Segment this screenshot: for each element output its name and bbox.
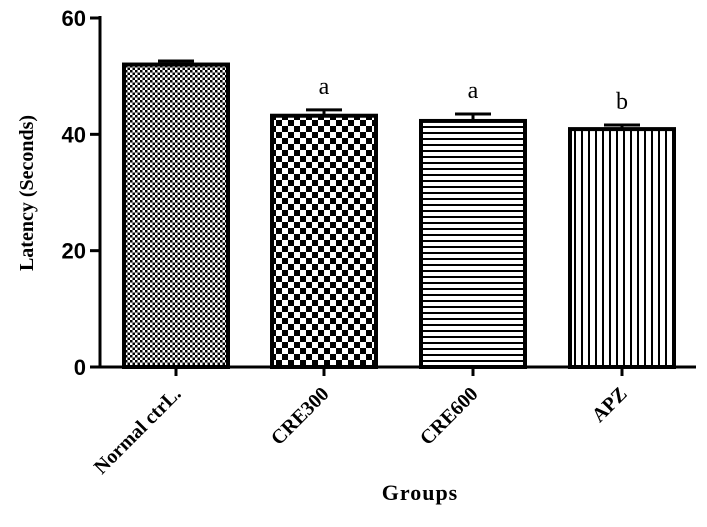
y-tick-label: 0 <box>74 355 86 380</box>
y-axis-title: Latency (Seconds) <box>16 115 38 271</box>
y-tick-label: 40 <box>62 122 86 147</box>
significance-label: b <box>616 89 628 115</box>
x-tick-label: Normal ctrL. <box>90 383 186 479</box>
bar-3 <box>419 118 527 369</box>
x-tick-label: CRE300 <box>267 383 334 450</box>
bar-4 <box>568 127 676 369</box>
x-tick-label: APZ <box>588 383 632 427</box>
significance-label: a <box>319 74 330 100</box>
x-tick-label: CRE600 <box>416 383 483 450</box>
y-tick-label: 20 <box>62 239 86 264</box>
bar-1 <box>122 62 230 370</box>
x-axis-title: Groups <box>382 480 459 505</box>
y-tick-label: 60 <box>62 6 86 31</box>
significance-label: a <box>468 78 479 104</box>
bar-2 <box>270 113 378 369</box>
